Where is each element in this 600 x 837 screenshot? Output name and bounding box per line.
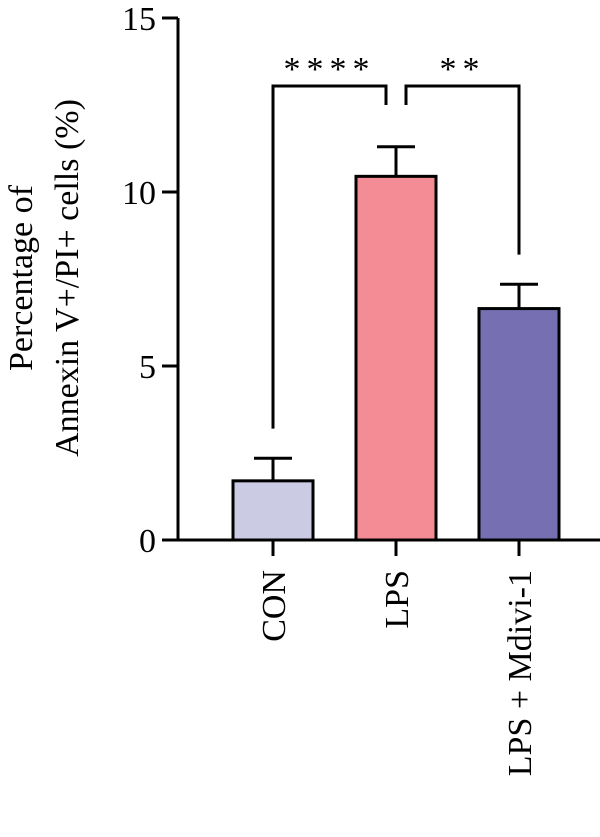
x-tick-label: LPS xyxy=(379,570,416,629)
y-tick-label: 5 xyxy=(139,349,156,386)
bars xyxy=(231,174,561,542)
error-bars xyxy=(254,145,538,481)
y-axis-title-line-1: Percentage of xyxy=(3,184,40,371)
bar xyxy=(231,479,315,542)
bar xyxy=(354,174,438,542)
x-tick-label: LPS + Mdivi-1 xyxy=(502,570,539,776)
y-axis-title-line-2: Annexin V+/PI+ cells (%) xyxy=(49,99,86,457)
bar xyxy=(477,307,561,542)
x-tick-label: CON xyxy=(256,570,293,642)
significance-brackets: **** ** xyxy=(271,51,521,429)
x-tick-labels: CON LPS LPS + Mdivi-1 xyxy=(256,570,539,776)
significance-bracket xyxy=(271,84,388,429)
significance-label: **** xyxy=(284,51,376,88)
y-tick-label: 0 xyxy=(139,523,156,560)
y-axis-title: Percentage of Annexin V+/PI+ cells (%) xyxy=(3,99,86,457)
y-tick-label: 10 xyxy=(122,175,156,212)
significance-label: ** xyxy=(440,51,486,88)
y-tick-label: 15 xyxy=(122,1,156,38)
significance-bracket xyxy=(404,84,521,255)
